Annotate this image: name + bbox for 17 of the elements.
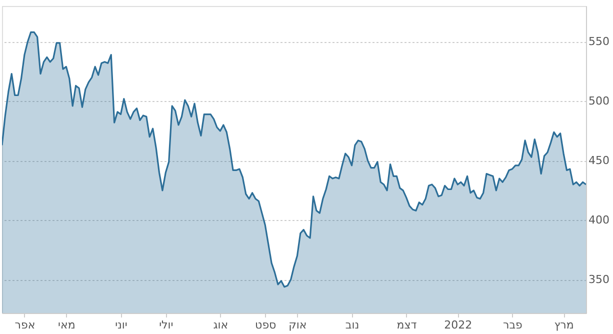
x-tick-label: פבר (502, 318, 523, 332)
y-tick-label: 350 (588, 273, 610, 286)
x-tick-label: מרץ (554, 318, 574, 332)
y-tick-label: 550 (588, 35, 610, 48)
x-tick-label: אוק (288, 318, 307, 332)
y-tick-label: 400 (588, 214, 610, 227)
y-tick-label: 500 (588, 94, 610, 108)
x-tick-label: יוני (115, 318, 128, 332)
x-tick-label: מאי (58, 318, 76, 332)
x-tick-label: יולי (159, 318, 174, 332)
x-tick-label: נוב (345, 318, 360, 332)
x-tick-label: 2022 (444, 318, 472, 332)
y-tick-label: 450 (588, 154, 610, 168)
x-tick-label: אפר (14, 318, 36, 332)
x-tick-label: ספט (255, 318, 276, 332)
x-tick-label: אוג (213, 318, 228, 332)
x-tick-label: דצמ (396, 318, 417, 332)
